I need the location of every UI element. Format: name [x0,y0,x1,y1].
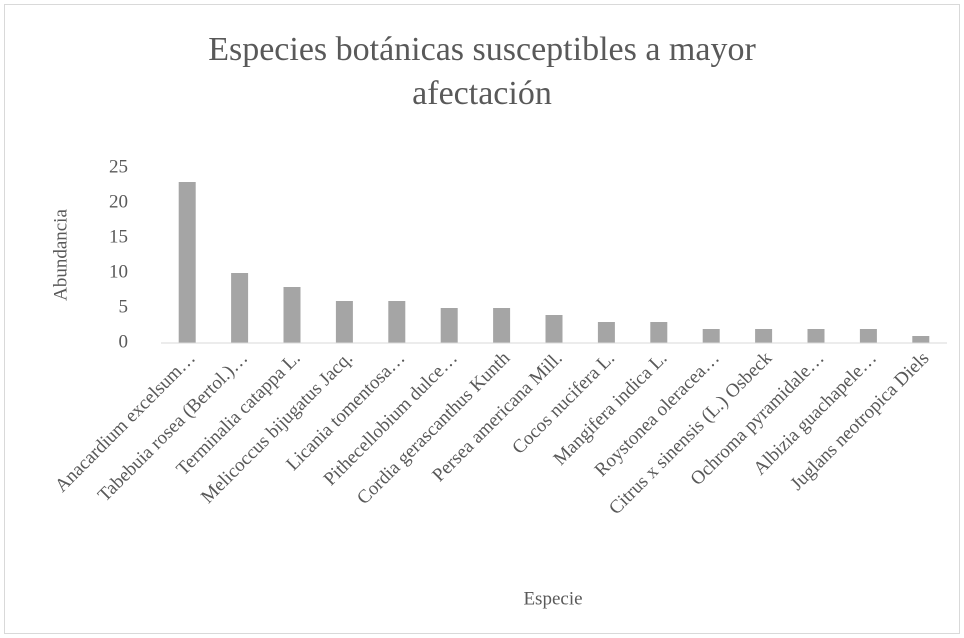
bar [702,329,720,343]
y-tick-label: 0 [119,331,129,352]
bar [755,329,773,343]
bar [807,329,825,343]
y-tick-label: 25 [109,156,128,177]
y-axis-title: Abundancia [50,209,71,301]
bar [545,315,563,343]
x-axis-title: Especie [523,588,582,609]
y-tick-label: 5 [119,296,129,317]
bar [912,336,930,343]
bar [388,301,406,343]
bar [650,322,668,343]
chart-title: Especies botánicas susceptibles a mayor … [208,31,756,112]
bar [859,329,877,343]
bar [597,322,615,343]
chart-border [4,4,960,634]
y-tick-label: 15 [109,226,128,247]
bar [440,308,458,343]
bar [178,182,196,343]
bar [493,308,511,343]
y-tick-label: 20 [109,191,128,212]
bar [335,301,353,343]
bar [231,273,249,343]
bar [283,287,301,343]
y-tick-label: 10 [109,261,128,282]
